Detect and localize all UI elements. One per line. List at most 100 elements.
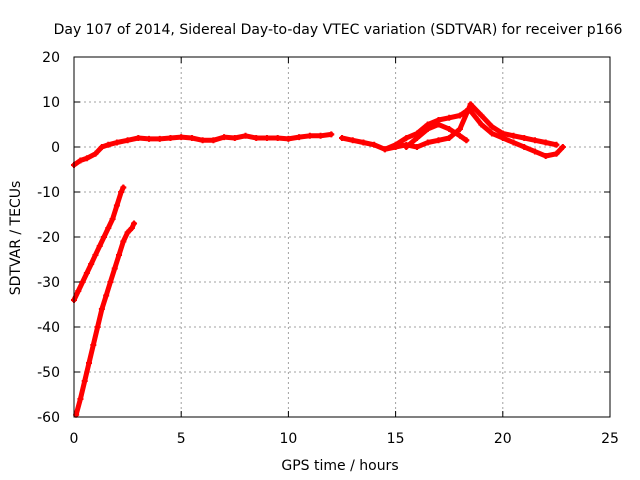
series-line	[468, 108, 566, 159]
x-tick-label: 20	[494, 431, 512, 447]
data-point	[478, 121, 485, 128]
data-point	[124, 137, 131, 144]
data-point	[542, 139, 549, 146]
series-layer	[71, 101, 566, 418]
x-tick-label: 5	[177, 431, 186, 447]
data-point	[103, 292, 110, 299]
data-point	[107, 279, 114, 285]
data-point	[79, 279, 86, 285]
data-point	[499, 135, 506, 141]
series-0	[71, 131, 335, 168]
data-point	[317, 132, 324, 139]
data-point	[489, 123, 496, 130]
series-5	[71, 184, 127, 303]
data-point	[242, 132, 249, 139]
data-point	[98, 144, 105, 150]
data-point	[90, 342, 97, 348]
data-point	[424, 139, 431, 146]
data-point	[111, 265, 118, 272]
data-point	[414, 144, 421, 150]
data-point	[296, 134, 303, 141]
data-point	[135, 135, 142, 141]
data-point	[456, 132, 463, 139]
data-point	[285, 135, 292, 142]
series-4	[467, 108, 566, 159]
data-point	[116, 252, 123, 258]
data-point	[94, 324, 101, 330]
data-point	[118, 189, 125, 195]
x-tick-label: 0	[70, 431, 79, 447]
data-point	[456, 112, 463, 119]
data-point	[109, 216, 116, 222]
data-point	[467, 101, 474, 108]
data-point	[83, 270, 90, 276]
data-point	[96, 243, 103, 249]
y-tick-label: -40	[37, 320, 60, 336]
data-point	[146, 135, 153, 142]
data-point	[98, 306, 105, 312]
data-point	[478, 112, 485, 119]
y-tick-label: -20	[37, 230, 60, 246]
tick-layer: 0 5 10 15 20 25 -60 -50 -40 -30 -20 -10 0 10 20	[37, 50, 619, 447]
y-tick-label: 10	[42, 95, 60, 111]
data-point	[75, 288, 82, 294]
data-point	[339, 135, 345, 141]
data-point	[92, 150, 99, 157]
y-tick-label: -50	[37, 365, 60, 381]
y-tick-label: 0	[51, 140, 60, 156]
data-point	[92, 252, 99, 258]
data-point	[456, 126, 463, 132]
data-point	[77, 157, 84, 164]
data-point	[392, 141, 399, 148]
data-point	[105, 141, 112, 148]
data-point	[403, 144, 410, 150]
data-point	[188, 135, 195, 141]
data-point	[446, 114, 453, 121]
data-point	[446, 135, 453, 141]
data-point	[435, 121, 442, 128]
data-point	[86, 360, 93, 366]
data-point	[167, 135, 174, 141]
data-point	[521, 144, 528, 150]
data-point	[81, 378, 88, 384]
data-point	[253, 135, 260, 141]
y-tick-label: -10	[37, 185, 60, 201]
data-point	[559, 144, 566, 150]
data-point	[510, 139, 517, 146]
data-point	[306, 132, 313, 139]
data-point	[105, 225, 112, 231]
data-point	[128, 225, 135, 231]
grid-layer	[74, 57, 610, 417]
series-6	[73, 220, 138, 418]
data-point	[263, 135, 270, 141]
data-point	[231, 135, 238, 141]
data-point	[156, 135, 163, 142]
data-point	[221, 134, 228, 141]
data-point	[446, 126, 453, 132]
x-tick-label: 25	[601, 431, 619, 447]
data-point	[463, 137, 470, 144]
y-tick-label: -60	[37, 410, 60, 426]
data-point	[210, 137, 217, 144]
data-point	[414, 135, 421, 141]
data-point	[489, 130, 496, 137]
data-point	[349, 137, 356, 144]
y-tick-label: -30	[37, 275, 60, 291]
data-point	[435, 137, 442, 144]
data-point	[360, 139, 367, 146]
data-point	[274, 135, 281, 141]
data-point	[113, 139, 120, 146]
x-axis-label: GPS time / hours	[281, 458, 398, 474]
data-point	[381, 146, 388, 153]
data-point	[199, 137, 206, 144]
data-point	[83, 155, 90, 162]
data-point	[424, 126, 431, 132]
data-point	[542, 153, 549, 159]
data-point	[553, 141, 560, 148]
data-point	[120, 238, 127, 245]
data-point	[403, 135, 410, 141]
x-tick-label: 15	[387, 431, 405, 447]
data-point	[328, 131, 335, 138]
data-point	[88, 261, 95, 267]
data-point	[124, 229, 131, 236]
